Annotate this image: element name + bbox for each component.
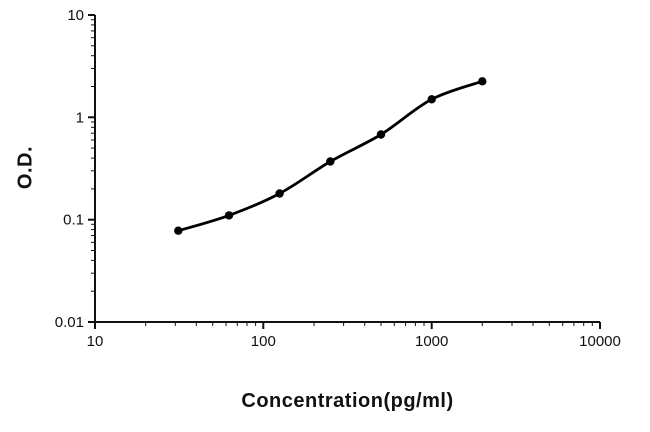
x-tick-label: 100 xyxy=(251,333,276,350)
data-point xyxy=(478,77,487,86)
data-point xyxy=(174,226,183,235)
data-point xyxy=(326,157,335,166)
x-tick-label: 10000 xyxy=(579,333,621,350)
standard-curve-line xyxy=(176,79,484,233)
x-tick-label: 1000 xyxy=(415,333,448,350)
y-tick-label: 0.1 xyxy=(63,212,84,229)
y-tick-label: 1 xyxy=(76,109,84,126)
x-tick-label: 10 xyxy=(87,333,104,350)
data-point xyxy=(275,189,284,198)
y-axis-label: O.D. xyxy=(14,145,37,190)
y-tick-label: 10 xyxy=(67,7,84,24)
data-point xyxy=(427,95,436,104)
x-axis-label: Concentration(pg/ml) xyxy=(241,390,454,412)
data-point xyxy=(376,130,386,139)
y-tick-label: 0.01 xyxy=(55,314,84,331)
data-point xyxy=(224,211,234,220)
